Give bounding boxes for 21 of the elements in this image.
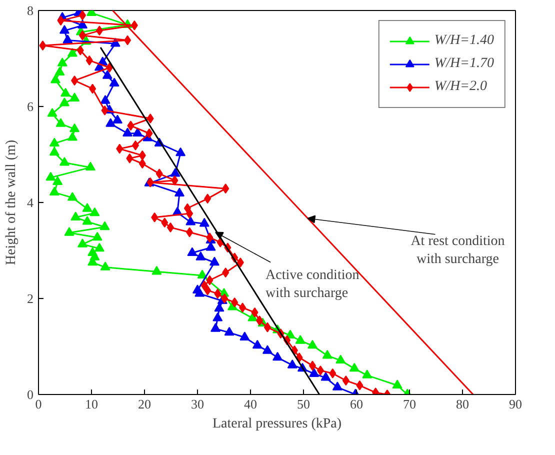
legend-label: W/H=2.0 xyxy=(434,79,487,95)
y-tick-label: 8 xyxy=(27,3,34,18)
annotation: At rest condition with surcharge xyxy=(410,234,505,267)
x-axis-title: Lateral pressures (kPa) xyxy=(212,416,342,432)
legend-label: W/H=1.40 xyxy=(434,33,494,49)
x-tick-label: 50 xyxy=(297,396,310,412)
legend-label: W/H=1.70 xyxy=(434,56,494,72)
y-tick-label: 4 xyxy=(27,195,34,210)
y-tick-label: 6 xyxy=(27,99,34,114)
x-tick-label: 90 xyxy=(509,396,522,412)
x-tick-label: 10 xyxy=(85,396,98,412)
y-axis-title: Height of the wall (m) xyxy=(4,140,19,266)
x-tick-label: 80 xyxy=(456,396,469,412)
y-tick-label: 0 xyxy=(27,387,34,402)
annotation: Active condition with surcharge xyxy=(266,268,360,301)
x-tick-label: 20 xyxy=(138,396,151,412)
x-tick-label: 70 xyxy=(403,396,416,412)
x-tick-label: 60 xyxy=(350,396,363,412)
y-tick-label: 2 xyxy=(27,291,34,306)
x-tick-label: 40 xyxy=(244,396,257,412)
x-tick-label: 30 xyxy=(191,396,204,412)
